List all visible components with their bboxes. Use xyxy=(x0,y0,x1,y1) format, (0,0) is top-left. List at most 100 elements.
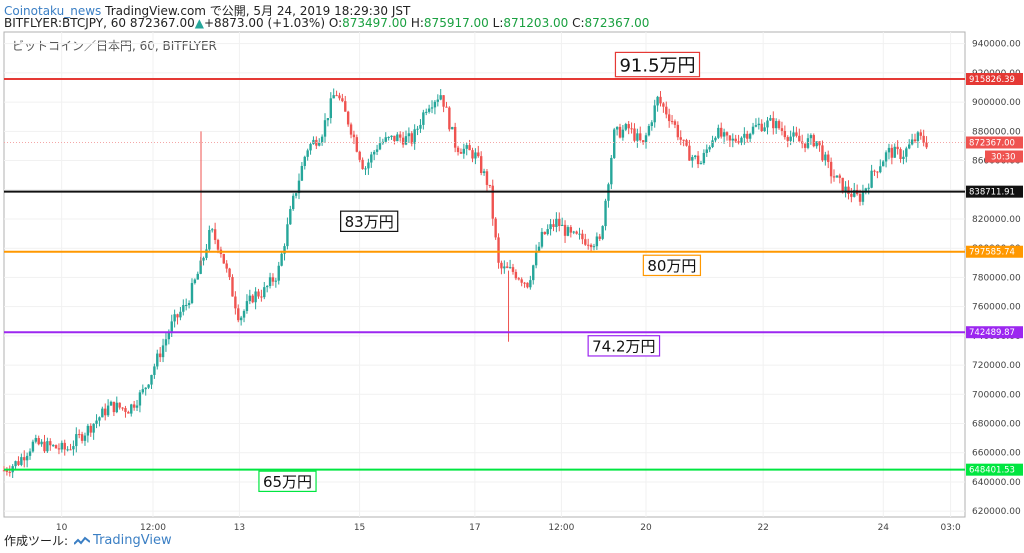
level-price-label-black: 838711.91 xyxy=(969,188,1015,198)
candle-body xyxy=(829,161,833,177)
y-tick-label: 760000.00 xyxy=(972,303,1021,313)
candle-body xyxy=(763,127,766,132)
level-annotation-black: 83万円 xyxy=(340,210,399,233)
candle-body xyxy=(263,287,266,298)
y-tick-label: 720000.00 xyxy=(972,361,1021,371)
candle-body xyxy=(517,278,520,280)
candle-body xyxy=(514,271,518,279)
candle-body xyxy=(80,434,84,441)
candle-body xyxy=(130,404,133,414)
change-value: +8873.00 (+1.03%) xyxy=(203,16,325,30)
level-price-tag-red xyxy=(966,73,1023,86)
high-value: 875917.00 xyxy=(423,16,489,30)
candle-body xyxy=(598,236,601,239)
x-tick-label: 17 xyxy=(469,523,480,533)
candle-body xyxy=(523,282,526,284)
candle-body xyxy=(569,227,573,233)
candle-body xyxy=(170,321,173,334)
x-tick-label: 03:0 xyxy=(940,523,960,533)
candle-body xyxy=(161,345,165,358)
candle-body xyxy=(416,128,419,130)
candle-body xyxy=(824,154,827,161)
candle-body xyxy=(818,141,821,146)
candle-body xyxy=(881,161,885,167)
level-price-label-purple: 742489.87 xyxy=(969,328,1015,338)
high-label: H: xyxy=(410,16,424,30)
candle-body xyxy=(887,147,891,153)
candle-body xyxy=(231,277,234,297)
candle-body xyxy=(471,150,474,159)
candle-body xyxy=(51,445,55,447)
level-annotation-text: 91.5万円 xyxy=(619,55,695,76)
candle-body xyxy=(433,101,437,108)
candle-body xyxy=(696,155,700,165)
candle-body xyxy=(809,135,813,139)
grid-lines xyxy=(4,32,965,517)
candle-body xyxy=(86,425,90,436)
countdown-tag xyxy=(985,150,1023,163)
candle-body xyxy=(861,191,865,202)
candle-body xyxy=(858,194,862,202)
x-tick-label: 15 xyxy=(354,523,365,533)
candle-body xyxy=(572,231,575,233)
candle-body xyxy=(387,137,390,139)
candle-body xyxy=(25,455,29,461)
y-tick-label: 900000.00 xyxy=(972,98,1021,108)
candle-body xyxy=(693,155,697,158)
candle-body xyxy=(292,195,295,210)
tradingview-brand[interactable]: TradingView xyxy=(74,533,172,548)
candle-body xyxy=(384,137,387,142)
candle-body xyxy=(468,145,471,151)
candle-body xyxy=(338,95,341,99)
author-link[interactable]: Coinotaku_news xyxy=(4,4,102,18)
candle-body xyxy=(370,154,373,163)
candle-body xyxy=(187,303,191,306)
candle-body xyxy=(586,244,590,246)
candle-body xyxy=(407,133,411,137)
candle-body xyxy=(832,176,836,178)
candle-body xyxy=(158,353,162,358)
candle-body xyxy=(777,121,781,129)
time-axis[interactable]: 10 12:00 13 15 17 12:00 20 22 24 03:0 xyxy=(56,523,961,533)
candle-body xyxy=(439,95,442,100)
level-price-label-red: 915826.39 xyxy=(969,75,1015,85)
candle-body xyxy=(685,140,688,146)
candle-body xyxy=(592,246,596,248)
price-axis[interactable]: 620000.00 640000.00 660000.00 680000.00 7000… xyxy=(966,40,1023,517)
candle-body xyxy=(202,257,205,261)
candle-body xyxy=(109,401,113,406)
level-price-label-orange: 797585.74 xyxy=(969,248,1015,258)
candle-body xyxy=(806,138,810,148)
candle-body xyxy=(850,193,853,197)
candle-body xyxy=(667,114,671,122)
candle-body xyxy=(459,152,463,154)
y-tick-label: 660000.00 xyxy=(972,449,1021,459)
plot-frame xyxy=(3,31,966,518)
candle-body xyxy=(98,417,101,421)
publish-info: Coinotaku_news TradingView.com で公開, 5月 2… xyxy=(4,2,410,19)
candle-body xyxy=(430,107,434,109)
candle-body xyxy=(827,154,830,162)
candle-body xyxy=(46,441,49,452)
candle-body xyxy=(916,132,920,142)
candle-body xyxy=(783,130,787,138)
candle-body xyxy=(656,96,659,106)
close-value: 872367.00 xyxy=(584,16,650,30)
candle-body xyxy=(864,188,868,192)
candle-body xyxy=(127,411,130,414)
candle-body xyxy=(17,461,20,465)
candle-body xyxy=(257,291,260,297)
candle-body xyxy=(222,253,225,264)
candle-body xyxy=(355,137,359,152)
candle-body xyxy=(630,128,633,130)
candle-body xyxy=(448,107,451,130)
candle-body xyxy=(867,187,870,189)
candle-body xyxy=(803,143,807,148)
candle-body xyxy=(910,139,914,145)
candle-body xyxy=(870,170,873,188)
candle-body xyxy=(346,111,350,125)
candle-body xyxy=(205,249,208,258)
candle-body xyxy=(560,224,564,227)
candle-body xyxy=(615,126,619,130)
